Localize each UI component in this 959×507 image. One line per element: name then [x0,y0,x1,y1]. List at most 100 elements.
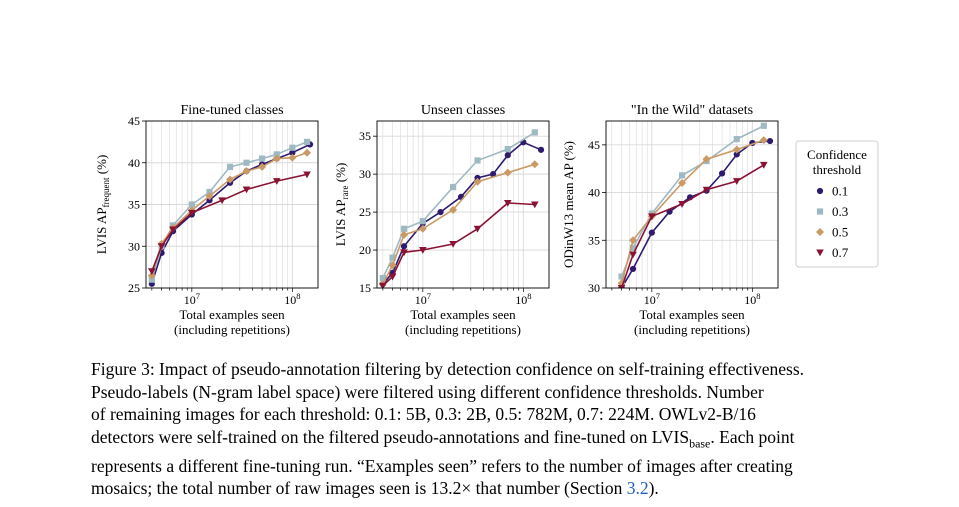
axes-frame [145,120,319,289]
y-tick-label: 30 [128,239,140,253]
caption-line-5: represents a different fine-tuning run. … [91,455,793,476]
data-point-0.3 [206,188,213,196]
data-point-0.7 [503,199,512,207]
data-point-0.3 [379,275,386,282]
data-point-0.7 [702,186,711,194]
x-tick-label: 108 [515,291,531,307]
data-point-0.3 [273,151,280,158]
data-point-0.3 [760,122,767,129]
y-tick-label: 40 [588,186,600,200]
data-point-0.1 [766,137,774,145]
caption-line-6-text: mosaics; the total number of raw images … [91,478,627,498]
data-point-0.3 [243,159,250,166]
y-tick-label: 35 [128,198,140,212]
y-axis-label: ODinW13 mean AP (%) [561,141,576,268]
data-point-0.5 [388,261,397,270]
legend-marker-0.3 [816,208,824,215]
data-point-0.1 [400,243,408,250]
y-tick-label: 35 [359,129,371,143]
axes-frame [376,120,550,289]
data-point-0.1 [733,151,740,158]
data-point-0.7 [629,251,637,259]
data-point-0.7 [678,201,686,208]
data-point-0.7 [188,209,196,217]
caption-line-1: Figure 3: Impact of pseudo-annotation fi… [91,359,805,379]
data-point-0.5 [205,192,214,201]
figure-caption: Figure 3: Impact of pseudo-annotation fi… [91,358,891,500]
data-point-0.3 [531,129,538,136]
data-point-0.5 [732,145,741,154]
data-point-0.5 [258,162,267,171]
x-tick-label: 107 [184,291,200,307]
data-point-0.7 [400,249,408,257]
x-tick-label: 108 [284,291,300,307]
y-tick-label: 40 [128,156,140,170]
data-point-0.1 [489,171,497,178]
section-link[interactable]: 3.2 [626,478,649,498]
data-point-0.5 [759,136,768,145]
data-point-0.3 [258,155,266,162]
data-point-0.3 [678,172,686,179]
data-point-0.3 [474,157,481,164]
data-point-0.7 [218,197,226,205]
data-point-0.3 [419,218,426,225]
x-axis-label: (including repetitions) [174,322,290,337]
x-tick-label: 107 [644,291,660,307]
data-point-0.3 [389,254,396,261]
chart-title: Fine-tuned classes [180,103,283,118]
data-point-0.3 [188,201,195,208]
y-tick-label: 30 [588,281,600,295]
data-point-0.1 [437,208,444,216]
data-point-0.1 [718,170,726,177]
x-axis-label: Total examples seen [410,307,516,322]
y-tick-label: 30 [359,167,371,181]
data-point-0.1 [629,265,637,273]
y-tick-label: 25 [359,205,371,219]
data-point-0.3 [629,244,637,252]
series-line-0.7 [382,202,535,287]
legend-label-0.1: 0.1 [832,184,848,199]
legend-box [795,140,879,268]
data-point-0.7 [379,282,387,288]
legend-title: threshold [813,162,862,177]
data-point-0.7 [157,243,166,251]
data-point-0.5 [629,236,638,245]
data-point-0.7 [617,285,626,288]
data-point-0.1 [206,197,213,204]
axes-frame [605,120,779,289]
series-group [617,122,774,288]
chart-panel-1: 25 30 35 40 45 107 108 Fine-tuned classes Total … [94,103,319,337]
data-point-0.7 [272,178,281,185]
data-point-0.3 [504,145,511,153]
legend-marker-0.5 [816,228,824,236]
data-point-0.3 [449,183,457,191]
data-point-0.3 [226,163,234,171]
caption-line-6: mosaics; the total number of raw images … [91,477,891,500]
x-axis-label: Total examples seen [179,307,285,322]
data-point-0.1 [537,146,545,153]
data-point-0.5 [678,179,687,188]
series-group [147,138,314,287]
y-tick-label: 15 [359,281,371,295]
data-point-0.3 [303,138,311,145]
chart-panel-2: 15 20 25 30 35 107 108 Unseen classes Total exam… [333,103,550,337]
data-point-0.7 [648,213,656,221]
caption-line-6-end: ). [648,478,659,498]
y-tick-label: 25 [128,281,140,295]
legend-marker-0.1 [816,187,824,195]
series-group [378,129,545,288]
data-point-0.5 [702,155,711,164]
data-point-0.1 [504,152,511,159]
x-axis-label: (including repetitions) [405,322,521,337]
data-point-0.3 [289,144,296,151]
y-axis-label: LVIS APfrequent (%) [94,155,111,255]
data-point-0.5 [272,154,281,163]
data-point-0.5 [530,160,539,169]
data-point-0.5 [147,271,156,280]
y-tick-label: 45 [588,138,600,152]
y-axis-label: LVIS APrare (%) [333,163,350,247]
data-point-0.5 [303,148,312,157]
x-tick-label: 107 [415,291,431,307]
data-point-0.7 [759,161,768,169]
caption-line-4-end: . Each point [710,426,795,447]
